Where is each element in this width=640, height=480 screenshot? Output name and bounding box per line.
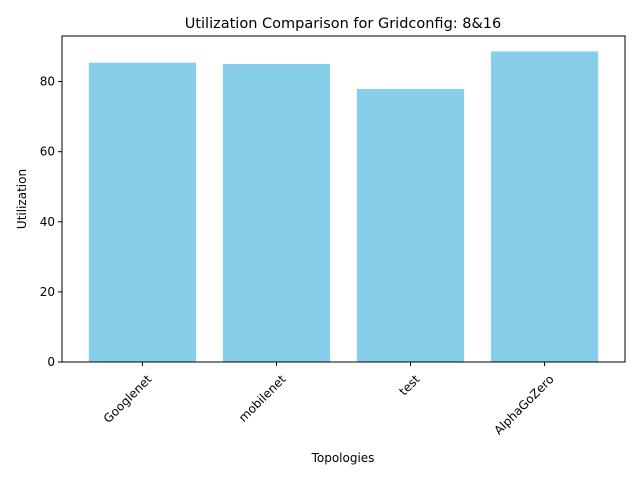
chart-title: Utilization Comparison for Gridconfig: 8… [185, 16, 502, 32]
bar-test [356, 88, 465, 362]
y-tick-label: 0 [47, 355, 55, 369]
x-tick-label: mobilenet [236, 372, 289, 425]
bar-googlenet [88, 62, 197, 362]
x-axis-label: Topologies [311, 451, 375, 465]
y-axis-label: Utilization [15, 169, 29, 229]
x-tick-label: Googlenet [101, 372, 155, 426]
bar-alphagozero [490, 51, 599, 363]
plot-frame [61, 35, 626, 363]
y-tick-label: 80 [40, 75, 55, 89]
bar-mobilenet [222, 64, 331, 363]
x-axis: Googlenet mobilenet test AlphaGoZero [101, 362, 557, 437]
y-tick-label: 20 [40, 285, 55, 299]
x-tick-label: test [396, 372, 422, 398]
y-tick-label: 40 [40, 215, 55, 229]
bars-group [88, 51, 599, 363]
x-tick-label: AlphaGoZero [491, 372, 556, 437]
y-tick-label: 60 [40, 145, 55, 159]
y-axis: 0 20 40 60 80 [40, 75, 62, 369]
